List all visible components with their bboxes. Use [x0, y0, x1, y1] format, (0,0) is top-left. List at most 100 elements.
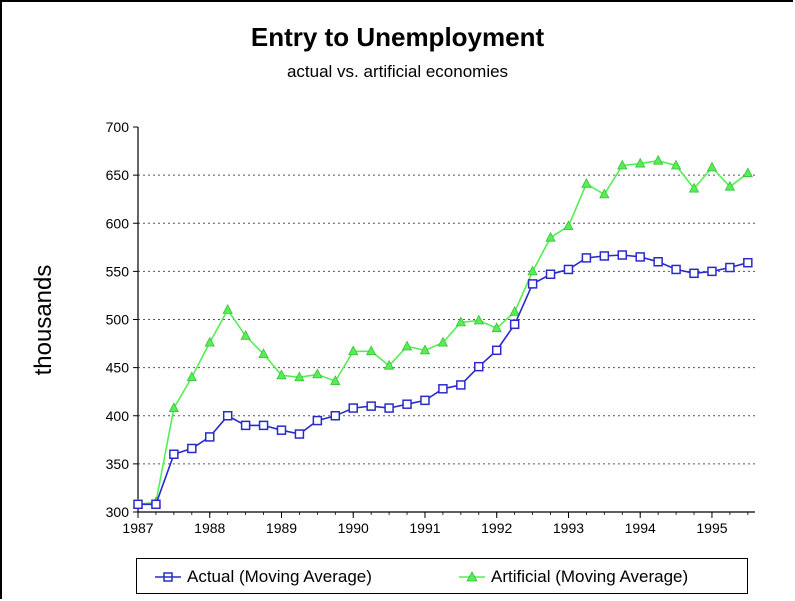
data-point-artificial — [204, 336, 215, 347]
series-line-actual — [138, 254, 749, 506]
data-point-artificial — [276, 369, 287, 380]
data-point-actual — [509, 319, 520, 330]
data-point-artificial — [670, 159, 682, 170]
data-point-actual — [456, 380, 466, 390]
y-tick-label: 300 — [106, 504, 130, 520]
data-point-artificial — [401, 340, 413, 351]
data-point-actual — [187, 443, 197, 454]
legend-label-artificial: Artificial (Moving Average) — [491, 567, 689, 586]
data-point-artificial — [599, 188, 610, 199]
data-point-artificial — [258, 348, 269, 359]
data-point-artificial — [168, 402, 180, 412]
data-point-actual — [617, 250, 628, 260]
data-point-artificial — [652, 154, 664, 165]
data-point-artificial — [294, 371, 305, 382]
data-point-artificial — [635, 157, 646, 168]
data-point-artificial — [312, 368, 323, 379]
data-point-artificial — [688, 182, 700, 193]
data-point-artificial — [419, 344, 431, 355]
data-point-artificial — [240, 330, 251, 340]
data-point-actual — [474, 361, 484, 372]
data-point-artificial — [724, 180, 736, 191]
y-tick-label: 350 — [106, 456, 130, 472]
data-point-artificial — [742, 167, 753, 178]
data-point-actual — [653, 257, 663, 267]
y-tick-labels: 300 350 400 450 500 550 600 650 700 — [106, 119, 130, 520]
x-tick-label: 1991 — [409, 520, 440, 536]
chart-subtitle: actual vs. artificial economies — [286, 62, 509, 81]
x-tick-label: 1994 — [625, 520, 656, 536]
data-point-artificial — [545, 231, 556, 242]
x-tick-label: 1989 — [266, 520, 297, 536]
data-point-artificial — [455, 316, 467, 327]
grid-lines — [138, 174, 755, 465]
data-point-artificial — [366, 345, 377, 356]
data-point-actual — [366, 401, 376, 411]
y-tick-label: 400 — [106, 408, 130, 424]
data-point-actual — [151, 499, 161, 510]
data-point-actual — [599, 251, 610, 261]
data-point-actual — [133, 499, 143, 510]
data-point-actual — [276, 425, 287, 435]
data-point-actual — [635, 252, 645, 262]
y-tick-label: 600 — [106, 215, 130, 231]
x-tick-label: 1992 — [481, 520, 512, 536]
x-tick-label: 1990 — [338, 520, 369, 536]
x-tick-labels: 1987 1988 1989 1990 1991 1992 1993 1994 1995 — [122, 520, 727, 536]
data-point-artificial — [527, 265, 538, 276]
data-point-artificial — [383, 359, 395, 370]
data-point-actual — [258, 420, 269, 431]
data-point-artificial — [186, 371, 197, 382]
y-tick-label: 550 — [106, 263, 130, 279]
data-point-actual — [169, 449, 179, 459]
x-tick-label: 1995 — [696, 520, 727, 536]
data-point-actual — [545, 269, 556, 280]
data-point-actual — [312, 415, 323, 426]
legend-key-artificial — [459, 571, 485, 582]
data-point-actual — [240, 420, 251, 431]
x-tick-label: 1987 — [122, 520, 153, 536]
data-point-actual — [438, 384, 448, 394]
chart-title: Entry to Unemployment — [250, 22, 545, 52]
data-point-artificial — [563, 220, 574, 231]
axes — [133, 126, 755, 518]
data-point-actual — [384, 403, 394, 413]
data-point-actual — [222, 411, 233, 421]
data-point-actual — [563, 264, 574, 275]
data-point-actual — [707, 266, 717, 277]
data-point-artificial — [581, 177, 592, 188]
x-tick-label: 1988 — [194, 520, 225, 536]
legend-key-actual — [155, 572, 181, 582]
data-point-artificial — [330, 375, 341, 386]
data-point-artificial — [617, 159, 628, 170]
data-point-artificial — [491, 322, 502, 333]
data-point-actual — [689, 268, 699, 279]
data-point-artificial — [437, 336, 449, 347]
data-point-artificial — [509, 305, 520, 316]
data-point-actual — [491, 345, 502, 356]
data-point-actual — [330, 411, 341, 421]
data-point-actual — [743, 257, 753, 268]
y-tick-label: 450 — [106, 360, 130, 376]
data-point-artificial — [348, 345, 359, 356]
data-point-artificial — [222, 304, 233, 314]
data-point-artificial — [473, 314, 484, 325]
data-point-actual — [725, 262, 735, 273]
legend: Actual (Moving Average) Artificial (Movi… — [136, 558, 748, 594]
y-tick-label: 650 — [106, 167, 130, 183]
data-point-actual — [420, 395, 430, 406]
data-point-actual — [294, 429, 305, 439]
series-line-artificial — [137, 159, 749, 506]
data-point-actual — [348, 403, 358, 413]
series-group — [132, 154, 753, 510]
data-point-actual — [671, 264, 681, 275]
x-tick-label: 1993 — [553, 520, 584, 536]
data-point-actual — [527, 279, 538, 289]
data-point-actual — [204, 432, 215, 442]
legend-label-actual: Actual (Moving Average) — [187, 567, 372, 586]
data-point-artificial — [706, 161, 718, 172]
data-point-actual — [581, 253, 592, 263]
y-tick-label: 500 — [106, 312, 130, 328]
data-point-actual — [402, 399, 412, 409]
